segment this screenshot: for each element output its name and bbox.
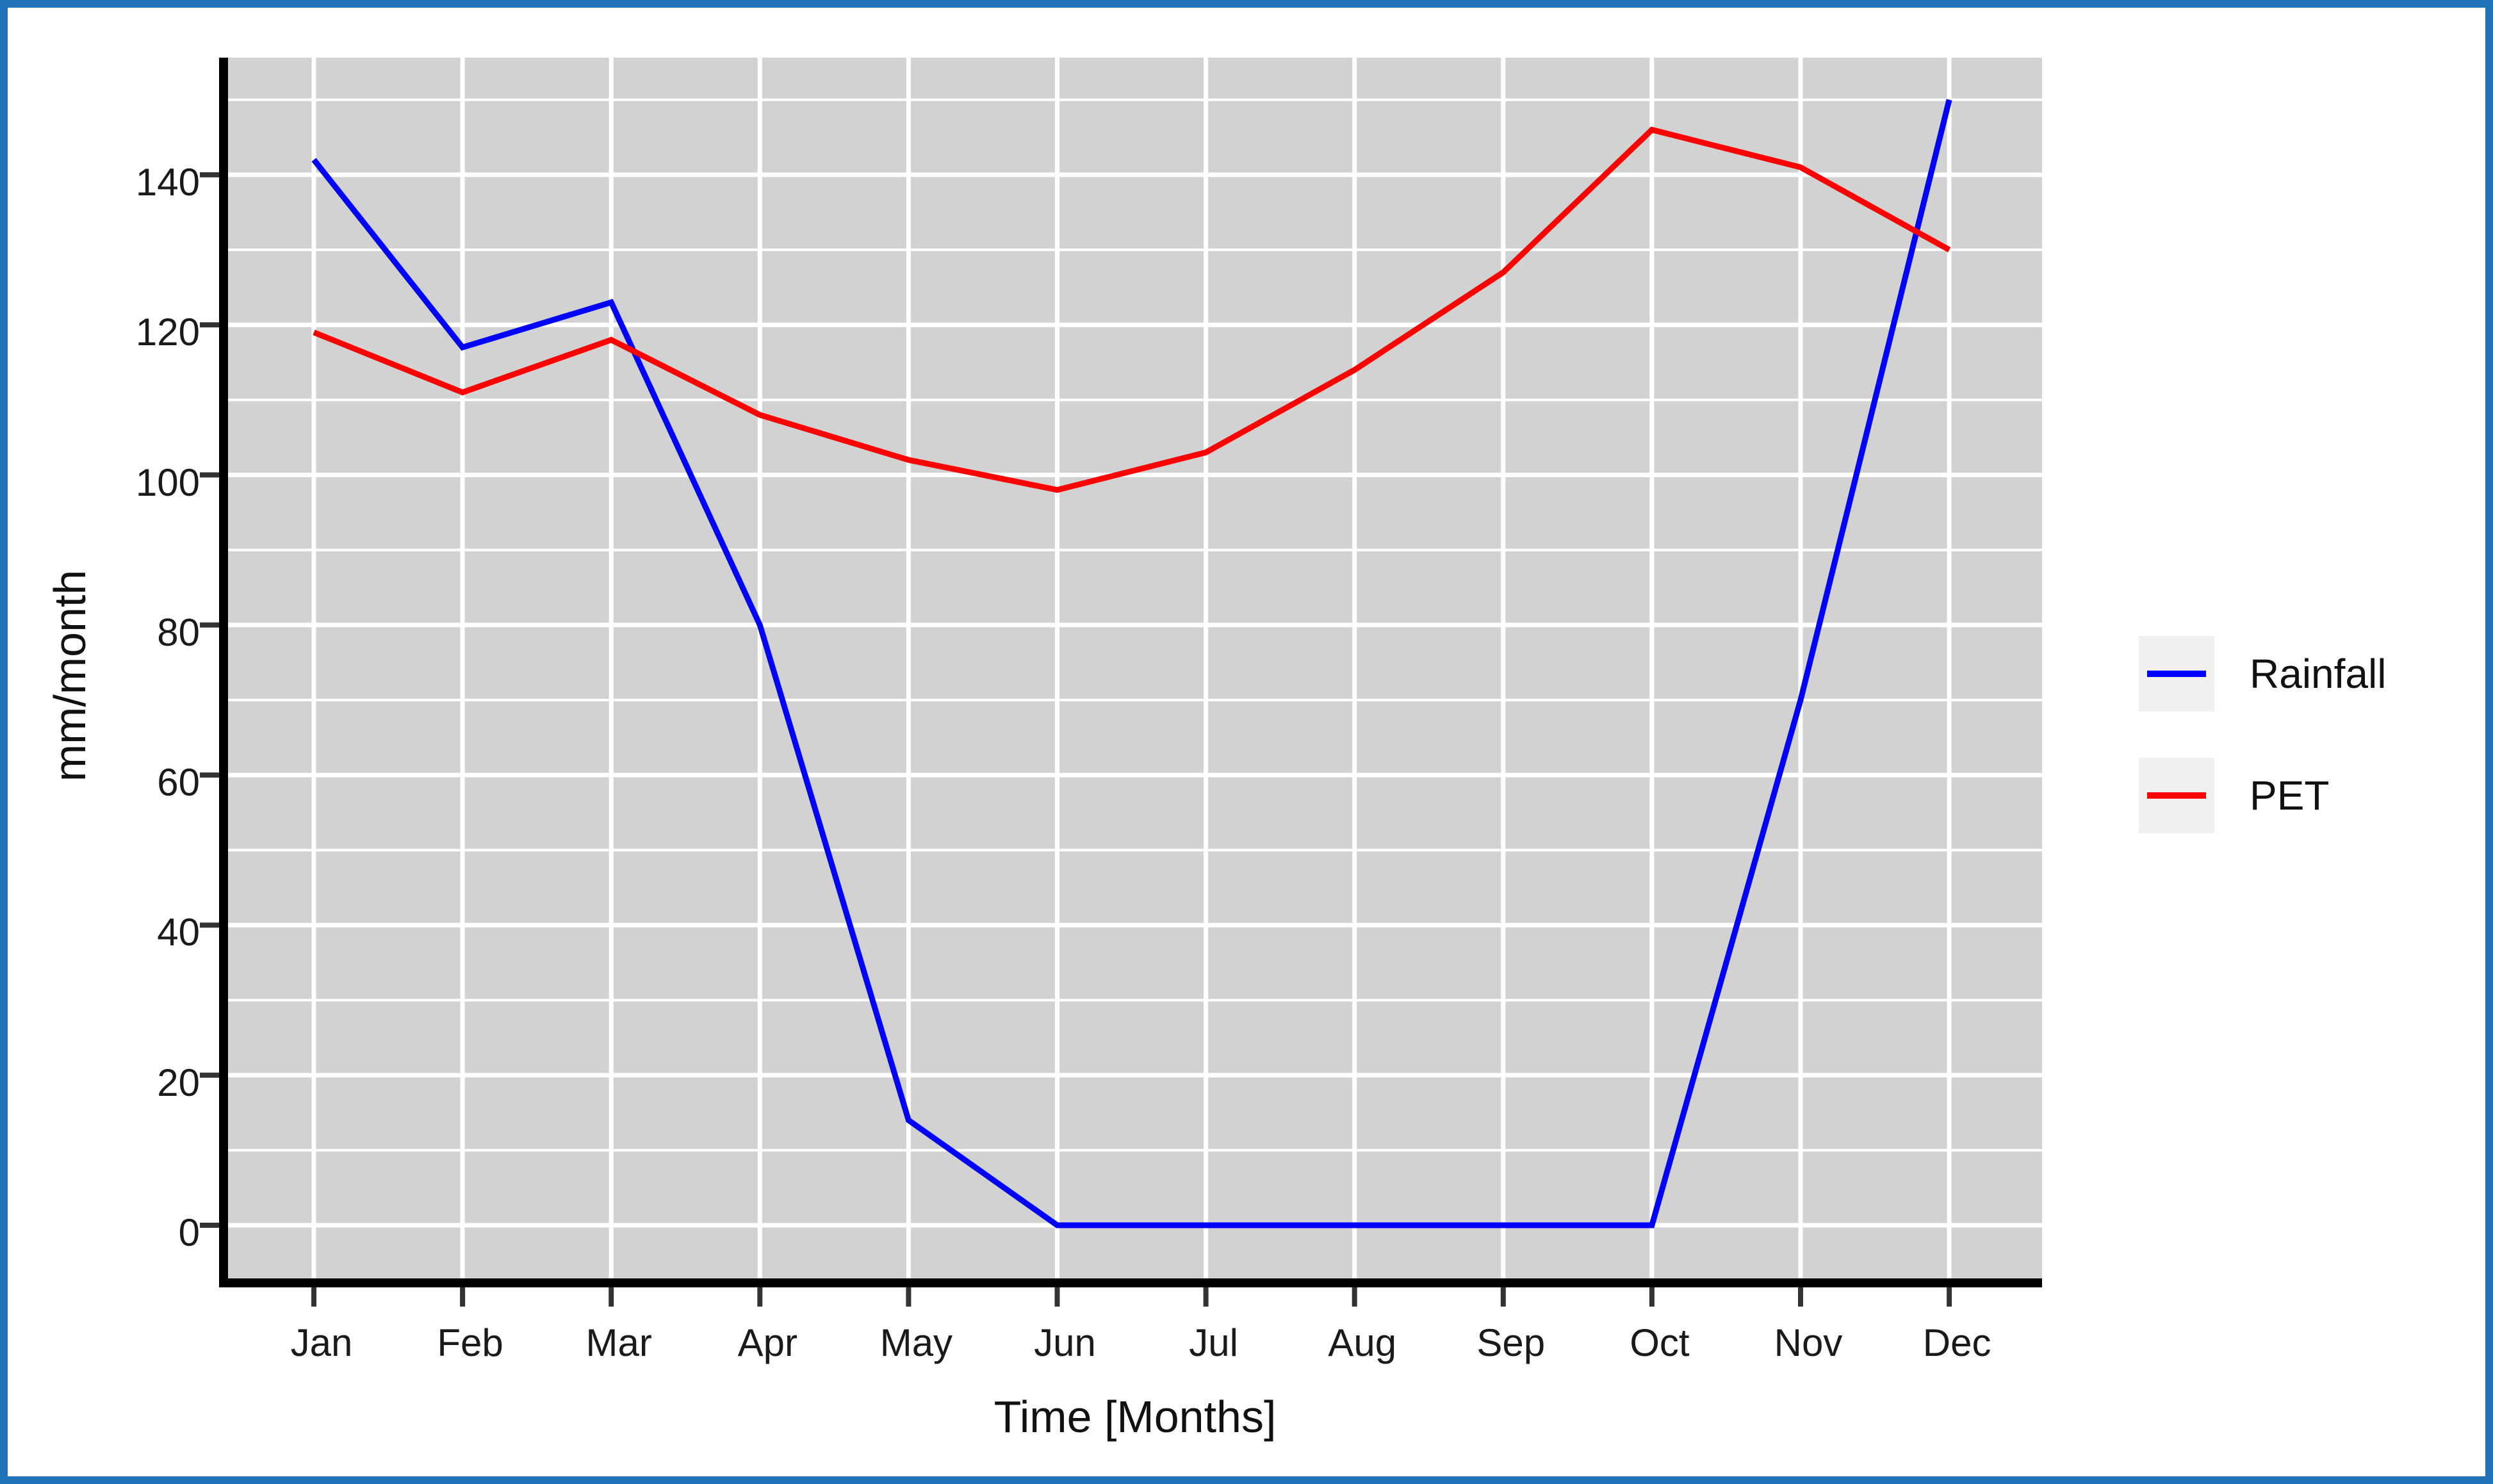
minor-gridline	[228, 1148, 2042, 1152]
month-gridline	[609, 58, 614, 1278]
y-tick-mark	[200, 922, 219, 928]
y-tick-mark	[200, 622, 219, 628]
series-line-pet	[313, 126, 1951, 493]
x-tick-label-apr: Apr	[737, 1321, 797, 1364]
y-tick-label-120: 120	[135, 311, 200, 354]
rainfall-line-swatch-icon	[2147, 671, 2206, 677]
month-gridline	[757, 58, 762, 1278]
month-gridline	[1204, 58, 1209, 1278]
major-gridline	[228, 322, 2042, 327]
x-tick-label-may: May	[879, 1321, 953, 1364]
x-tick-mark	[1500, 1287, 1506, 1307]
x-tick-label-sep: Sep	[1476, 1321, 1546, 1364]
month-gridline	[311, 58, 316, 1278]
x-tick-label-oct: Oct	[1630, 1321, 1690, 1364]
legend-key-pet	[2139, 758, 2214, 833]
y-tick-label-0: 0	[178, 1211, 200, 1254]
x-tick-label-dec: Dec	[1922, 1321, 1991, 1364]
y-tick-label-40: 40	[157, 911, 200, 954]
x-axis-title: Time [Months]	[993, 1392, 1277, 1442]
x-tick-mark	[1947, 1287, 1952, 1307]
y-tick-mark	[200, 172, 219, 177]
minor-gridline	[228, 548, 2042, 551]
y-axis-line	[219, 58, 228, 1287]
x-tick-mark	[757, 1287, 763, 1307]
major-gridline	[228, 623, 2042, 628]
x-tick-mark	[1352, 1287, 1357, 1307]
x-tick-label-jun: Jun	[1034, 1321, 1096, 1364]
month-gridline	[1798, 58, 1803, 1278]
x-tick-label-aug: Aug	[1328, 1321, 1397, 1364]
y-tick-mark	[200, 1223, 219, 1228]
legend-label-pet: PET	[2250, 772, 2330, 819]
x-tick-label-nov: Nov	[1774, 1321, 1843, 1364]
series-line-rainfall	[311, 99, 1952, 1228]
minor-gridline	[228, 849, 2042, 852]
y-tick-mark	[200, 472, 219, 478]
minor-gridline	[228, 249, 2042, 252]
month-gridline	[1352, 58, 1357, 1278]
x-tick-mark	[1203, 1287, 1209, 1307]
minor-gridline	[228, 98, 2042, 101]
line-chart-plot-area	[200, 58, 2042, 1307]
x-tick-mark	[1054, 1287, 1060, 1307]
legend-item-pet: PET	[2139, 758, 2386, 833]
major-gridline	[228, 922, 2042, 927]
major-gridline	[228, 772, 2042, 778]
month-gridline	[1055, 58, 1059, 1278]
legend-item-rainfall: Rainfall	[2139, 636, 2386, 712]
x-tick-label-jan: Jan	[290, 1321, 353, 1364]
month-gridline	[1649, 58, 1655, 1278]
x-tick-label-feb: Feb	[437, 1321, 503, 1364]
y-tick-label-140: 140	[135, 160, 200, 204]
legend: Rainfall PET	[2139, 636, 2386, 833]
minor-gridline	[228, 999, 2042, 1002]
x-tick-mark	[609, 1287, 614, 1307]
x-tick-mark	[1798, 1287, 1803, 1307]
legend-label-rainfall: Rainfall	[2250, 651, 2387, 697]
y-tick-label-100: 100	[135, 461, 200, 504]
month-gridline	[1501, 58, 1506, 1278]
month-gridline	[1947, 58, 1952, 1278]
month-gridline	[906, 58, 911, 1278]
x-axis-line	[219, 1278, 2042, 1287]
y-tick-mark	[200, 772, 219, 778]
y-tick-label-20: 20	[157, 1061, 200, 1104]
y-tick-label-60: 60	[157, 761, 200, 804]
legend-key-rainfall	[2139, 636, 2214, 712]
major-gridline	[228, 172, 2042, 177]
x-tick-label-jul: Jul	[1189, 1321, 1238, 1364]
x-tick-mark	[460, 1287, 466, 1307]
x-tick-mark	[1649, 1287, 1655, 1307]
month-gridline	[460, 58, 465, 1278]
x-tick-label-mar: Mar	[585, 1321, 652, 1364]
y-tick-mark	[200, 322, 219, 328]
major-gridline	[228, 1073, 2042, 1078]
major-gridline	[228, 473, 2042, 477]
x-tick-mark	[311, 1287, 316, 1307]
minor-gridline	[228, 398, 2042, 402]
y-tick-label-80: 80	[157, 610, 200, 654]
plot-panel	[228, 58, 2042, 1278]
x-tick-mark	[906, 1287, 911, 1307]
pet-line-swatch-icon	[2147, 792, 2206, 799]
y-axis-title: mm/month	[45, 569, 95, 782]
minor-gridline	[228, 698, 2042, 701]
y-tick-mark	[200, 1072, 219, 1078]
